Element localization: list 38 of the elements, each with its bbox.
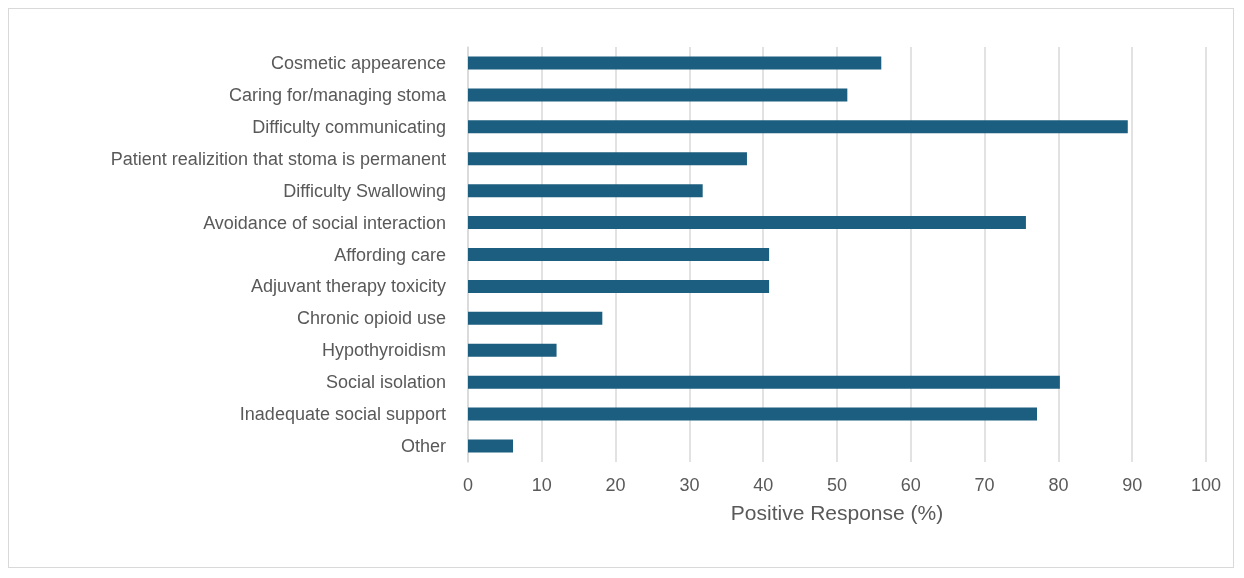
- y-tick-label: Inadequate social support: [239, 404, 446, 425]
- x-tick-label: 50: [826, 475, 848, 495]
- bar: [468, 216, 1026, 230]
- x-tick-label: 60: [900, 475, 921, 495]
- x-tick-label: 40: [753, 475, 774, 495]
- y-tick-label: Adjuvant therapy toxicity: [250, 276, 446, 297]
- y-tick-label: Hypothyroidism: [321, 340, 446, 361]
- bar: [468, 152, 747, 166]
- y-tick-label: Caring for/managing stoma: [228, 84, 447, 105]
- y-tick-label: Chronic opioid use: [296, 308, 446, 329]
- bar: [468, 279, 770, 293]
- y-tick-label: Affording care: [334, 244, 446, 265]
- y-tick-label: Social isolation: [325, 372, 446, 393]
- bar: [468, 184, 703, 198]
- x-tick-label: 90: [1122, 475, 1143, 495]
- y-tick-label: Difficulty Swallowing: [283, 180, 446, 201]
- bar: [468, 407, 1037, 421]
- x-tick-label: 70: [974, 475, 995, 495]
- bar: [468, 311, 603, 325]
- bar: [468, 343, 557, 357]
- x-tick-label: 0: [462, 475, 474, 495]
- y-tick-label: Avoidance of social interaction: [203, 212, 446, 233]
- bar: [468, 56, 882, 70]
- bar: [468, 88, 848, 102]
- y-tick-label: Difficulty communicating: [252, 116, 446, 137]
- x-tick-label: 10: [531, 475, 552, 495]
- y-tick-label: Patient realizition that stoma is permanent: [110, 148, 446, 169]
- y-tick-label: Cosmetic appearence: [270, 52, 446, 73]
- x-tick-label: 20: [605, 475, 626, 495]
- y-tick-label: Other: [400, 436, 446, 457]
- bar: [468, 375, 1060, 389]
- x-tick-label: 80: [1048, 475, 1069, 495]
- bar: [468, 120, 1128, 134]
- x-tick-label: 30: [679, 475, 700, 495]
- x-tick-label: 100: [1190, 475, 1222, 495]
- bar: [468, 248, 770, 261]
- bar: [468, 439, 514, 453]
- x-axis-title: Positive Response (%): [730, 501, 944, 524]
